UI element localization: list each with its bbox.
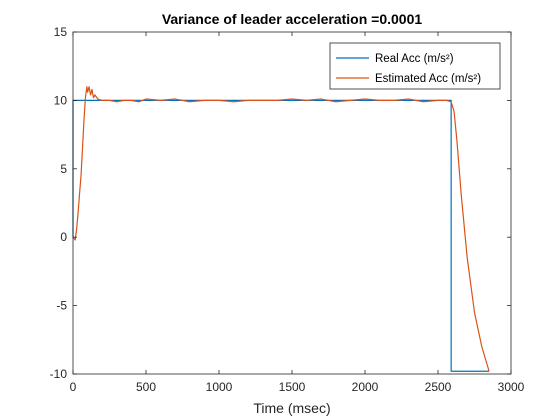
x-tick-label-1500: 1500 — [279, 380, 306, 394]
y-tick-label--10: -10 — [50, 367, 68, 381]
y-tick-label-5: 5 — [60, 162, 67, 176]
x-tick-label-1000: 1000 — [206, 380, 233, 394]
x-axis-label: Time (msec) — [253, 400, 330, 416]
legend-label-real-acc: Real Acc (m/s²) — [375, 53, 454, 65]
x-tick-label-500: 500 — [136, 380, 156, 394]
y-tick-label-15: 15 — [54, 25, 68, 39]
x-tick-label-2500: 2500 — [425, 380, 452, 394]
series-line-1 — [72, 86, 490, 372]
ticks-layer: 0 500 1000 1500 2000 2500 3000 -10 -5 0 5 10 15 — [50, 25, 525, 394]
x-tick-label-0: 0 — [70, 380, 77, 394]
legend: Real Acc (m/s²) Estimated Acc (m/s²) — [329, 42, 501, 90]
y-tick-label-0: 0 — [60, 230, 67, 244]
x-tick-label-2000: 2000 — [352, 380, 379, 394]
chart-title: Variance of leader acceleration =0.0001 — [162, 11, 423, 27]
y-tick-label-10: 10 — [54, 93, 68, 107]
y-tick-label--5: -5 — [56, 299, 67, 313]
x-tick-label-3000: 3000 — [498, 380, 525, 394]
legend-box — [329, 42, 501, 90]
legend-label-estimated-acc: Estimated Acc (m/s²) — [375, 73, 481, 85]
